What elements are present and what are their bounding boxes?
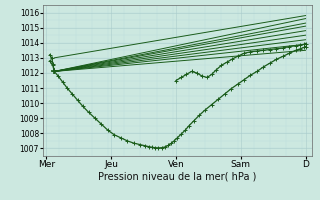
X-axis label: Pression niveau de la mer( hPa ): Pression niveau de la mer( hPa )	[99, 172, 257, 182]
